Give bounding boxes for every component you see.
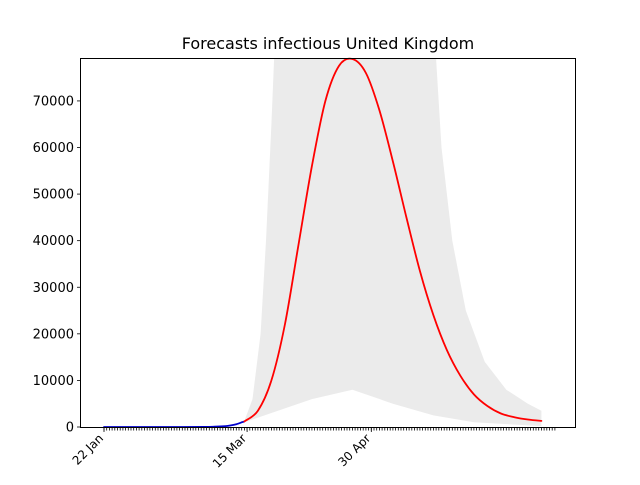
y-tick-label: 70000: [33, 94, 74, 109]
y-tick-label: 40000: [33, 234, 74, 249]
y-tick-label: 20000: [33, 327, 74, 342]
y-tick-label: 0: [66, 421, 74, 436]
chart-title: Forecasts infectious United Kingdom: [182, 34, 474, 53]
y-tick-label: 60000: [33, 141, 74, 156]
y-axis: 0 10000 20000 30000 40000 50000 60000 70000: [33, 94, 81, 436]
y-tick-label: 50000: [33, 188, 74, 203]
y-tick-label: 30000: [33, 281, 74, 296]
forecast-band-layer: [244, 59, 542, 427]
plot-frame: [80, 58, 576, 428]
forecast-line: [243, 57, 543, 423]
y-tick-label: 10000: [33, 374, 74, 389]
forecast-band: [244, 59, 542, 427]
